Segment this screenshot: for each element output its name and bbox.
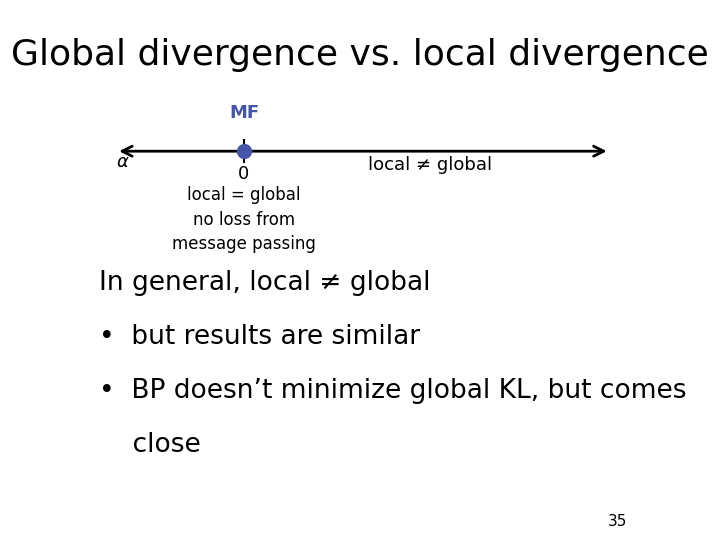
Text: MF: MF [229, 104, 259, 122]
Text: 35: 35 [608, 514, 627, 529]
Text: •  BP doesn’t minimize global KL, but comes: • BP doesn’t minimize global KL, but com… [99, 378, 686, 404]
Text: local ≠ global: local ≠ global [368, 156, 492, 174]
Text: α: α [116, 153, 128, 171]
Text: no loss from: no loss from [193, 211, 295, 228]
Text: •  but results are similar: • but results are similar [99, 324, 420, 350]
Text: In general, local ≠ global: In general, local ≠ global [99, 270, 431, 296]
Text: message passing: message passing [172, 235, 316, 253]
Text: Global divergence vs. local divergence: Global divergence vs. local divergence [11, 38, 709, 72]
Text: 0: 0 [238, 165, 250, 183]
Text: local = global: local = global [187, 186, 301, 204]
Text: close: close [99, 432, 201, 458]
